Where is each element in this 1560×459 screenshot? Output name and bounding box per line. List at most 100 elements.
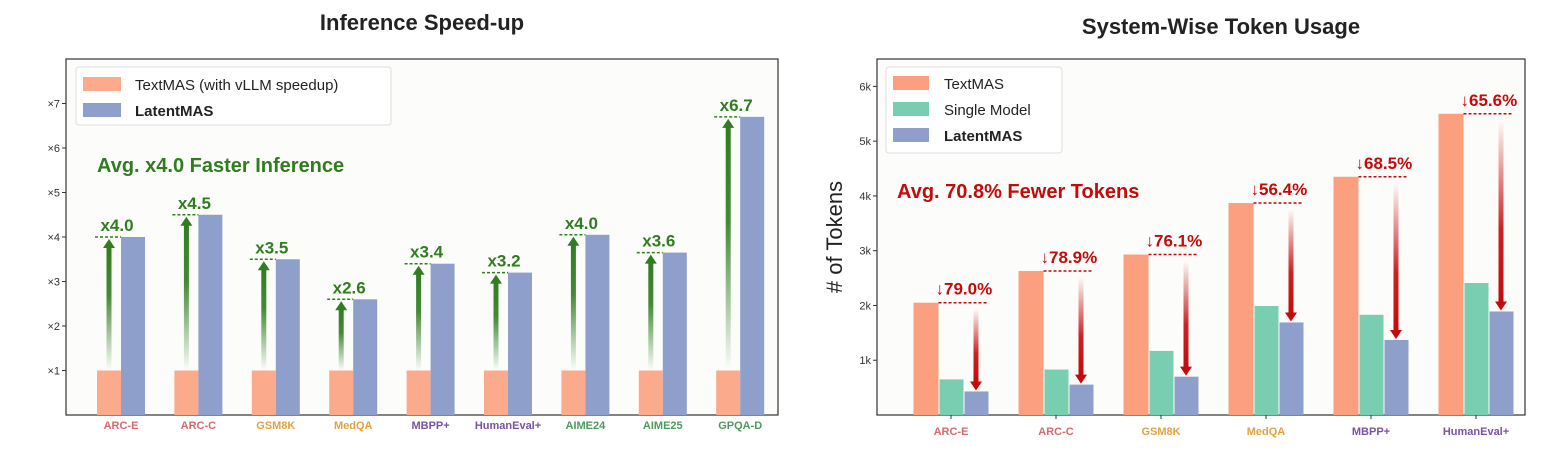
bar-latentmas (508, 272, 532, 415)
speedup-arrow-shaft (261, 267, 267, 371)
bar-latentmas (1279, 322, 1304, 415)
legend-swatch (893, 76, 929, 90)
reduction-label: ↓76.1% (1146, 232, 1203, 251)
bar-textmas (1123, 254, 1149, 415)
speedup-arrow-head (103, 239, 115, 248)
chart-title: System-Wise Token Usage (1082, 14, 1360, 39)
y-tick-label: 1k (859, 355, 871, 367)
reduction-label: ↓68.5% (1356, 154, 1413, 173)
bar-textmas (561, 370, 586, 415)
bar-latentmas (740, 116, 765, 415)
reduction-arrow-head (1075, 374, 1087, 384)
speedup-arrow-head (180, 216, 193, 226)
legend-swatch (893, 102, 929, 116)
bar-single-model (1149, 350, 1174, 415)
bar-latentmas (585, 234, 610, 415)
speedup-arrow-shaft (106, 245, 112, 371)
bar-textmas (913, 302, 939, 415)
speedup-label: x6.7 (720, 96, 753, 115)
y-tick-label: 4k (859, 191, 871, 203)
legend-label: TextMAS (944, 76, 1004, 93)
bar-textmas (1018, 270, 1044, 415)
bar-textmas (716, 370, 741, 415)
x-tick-label: ARC-E (934, 426, 969, 438)
x-tick-label: GPQA-D (718, 420, 762, 432)
y-tick-label: ×5 (47, 188, 60, 200)
bar-textmas (1228, 203, 1254, 415)
legend-box (75, 66, 392, 126)
y-tick-label: 3k (859, 246, 871, 258)
speedup-label: x4.0 (100, 216, 133, 235)
bar-textmas (1438, 113, 1464, 416)
x-tick-label: ARC-C (1038, 426, 1073, 438)
y-tick-label: ×2 (47, 321, 60, 333)
x-tick-label: HumanEval+ (475, 420, 541, 432)
y-axis-label: # of Tokens (822, 181, 847, 293)
y-tick-label: ×7 (47, 99, 60, 111)
speedup-arrow-head (567, 236, 580, 246)
bar-textmas (97, 370, 121, 415)
legend-swatch (893, 128, 929, 142)
x-tick-label: MBPP+ (1352, 426, 1390, 438)
x-tick-label: MedQA (1247, 426, 1286, 438)
reduction-arrow-shaft (1288, 209, 1294, 315)
x-tick-label: MedQA (334, 420, 373, 432)
legend-label: Single Model (944, 102, 1031, 119)
legend-label: LatentMAS (135, 103, 213, 120)
bar-latentmas (430, 263, 455, 415)
token-usage-chart: System-Wise Token Usage # of Tokens 1k 2k 3k… (822, 14, 1526, 438)
reduction-arrow-head (1390, 329, 1402, 339)
speedup-label: x4.5 (178, 194, 211, 213)
summary-annotation: Avg. 70.8% Fewer Tokens (897, 181, 1139, 203)
x-tick-label: ARC-C (181, 420, 216, 432)
speedup-arrow-shaft (570, 242, 576, 371)
bar-latentmas (964, 391, 989, 415)
speedup-label: x3.5 (255, 238, 288, 257)
x-tick-label: GSM8K (256, 420, 295, 432)
y-tick-label: 6k (859, 81, 871, 93)
reduction-label: ↓56.4% (1251, 180, 1308, 199)
reduction-arrow-shaft (1078, 276, 1084, 377)
chart-title: Inference Speed-up (320, 10, 524, 35)
bar-textmas (638, 370, 663, 415)
x-tick-label: MBPP+ (411, 420, 449, 432)
speedup-arrow-shaft (493, 280, 499, 371)
reduction-label: ↓65.6% (1461, 91, 1518, 110)
bar-single-model (1359, 314, 1384, 415)
reduction-label: ↓79.0% (936, 280, 993, 299)
reduction-arrow-shaft (1498, 119, 1504, 304)
bar-latentmas (1384, 339, 1409, 415)
speedup-arrow-head (722, 118, 735, 128)
bar-latentmas (662, 252, 687, 415)
speedup-arrow-shaft (416, 271, 422, 371)
speedup-arrow-shaft (338, 307, 344, 371)
legend-label: TextMAS (with vLLM speedup) (135, 77, 338, 94)
legend-swatch (83, 103, 121, 117)
x-tick-label: GSM8K (1141, 426, 1180, 438)
y-tick-label: ×6 (47, 143, 60, 155)
summary-annotation: Avg. x4.0 Faster Inference (97, 155, 344, 177)
bar-latentmas (275, 259, 300, 415)
speedup-label: x3.4 (410, 243, 444, 262)
speedup-arrow-head (644, 254, 657, 264)
speedup-label: x3.6 (642, 232, 675, 251)
legend-swatch (83, 77, 121, 91)
bar-textmas (329, 370, 354, 415)
speedup-arrow-shaft (183, 222, 189, 371)
bar-textmas (174, 370, 199, 415)
reduction-arrow-shaft (1393, 182, 1399, 332)
speedup-arrow-head (335, 301, 348, 311)
reduction-arrow-head (1180, 366, 1192, 376)
bar-textmas (484, 370, 508, 415)
y-tick-label: ×3 (47, 277, 60, 289)
bar-latentmas (353, 299, 378, 415)
y-tick-label: 5k (859, 136, 871, 148)
y-tick-label: ×4 (47, 232, 60, 244)
speedup-arrow-shaft (648, 260, 654, 371)
bar-textmas (406, 370, 431, 415)
bar-single-model (1254, 306, 1279, 415)
bar-latentmas (121, 237, 145, 415)
speedup-arrow-head (257, 261, 270, 271)
bar-latentmas (198, 214, 223, 415)
